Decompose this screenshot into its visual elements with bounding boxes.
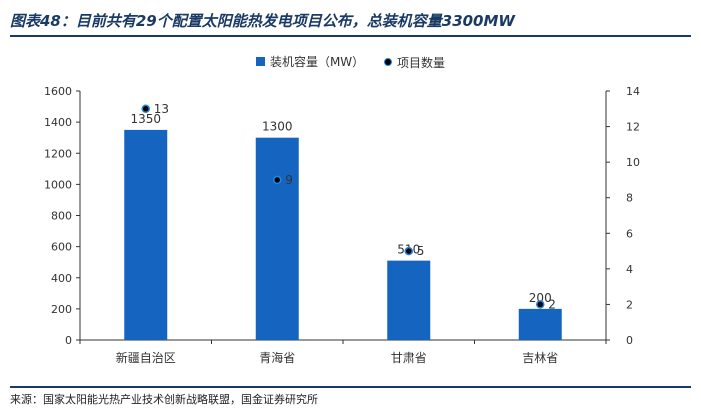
bar: [518, 308, 562, 340]
dot-data-label: 2: [548, 297, 556, 311]
x-tick-label: 吉林省: [522, 351, 558, 365]
legend-item-dot: 项目数量: [384, 54, 445, 71]
y-right-tick-label: 2: [626, 298, 633, 311]
y-right-tick-label: 8: [626, 192, 633, 205]
y-right-tick-label: 0: [626, 334, 633, 347]
bar: [255, 137, 299, 340]
dot-point: [273, 175, 282, 185]
y-left-tick-label: 0: [65, 334, 72, 347]
y-left-tick-label: 1400: [44, 116, 72, 129]
title-rule: [10, 35, 691, 37]
y-right-tick-label: 4: [626, 263, 633, 276]
bar-data-label: 200: [529, 291, 552, 305]
y-right-tick-label: 12: [626, 121, 640, 134]
chart-title: 图表48：目前共有29个配置太阳能热发电项目公布，总装机容量3300MW: [10, 12, 515, 30]
chart-svg: 0 200 400 600 800 1000 1200 1400 1600 0 2 4 6 8 10 12 14…: [44, 85, 640, 365]
y-right-tick-label: 6: [626, 227, 633, 240]
source-rule: [10, 386, 691, 388]
y-right-tick-label: 10: [626, 156, 640, 169]
bar: [124, 129, 168, 340]
legend-label-dot: 项目数量: [397, 55, 446, 70]
dot-point: [404, 246, 413, 256]
bar-data-label: 1350: [130, 112, 161, 126]
legend-swatch-bar-icon: [255, 57, 265, 66]
y-left-tick-label: 800: [51, 210, 72, 223]
x-tick-label: 青海省: [259, 350, 295, 365]
y-left-tick-label: 1600: [44, 85, 72, 98]
y-left-tick-label: 1000: [44, 178, 72, 191]
y-left-tick-label: 1200: [44, 147, 72, 160]
y-left-tick-label: 200: [51, 303, 72, 316]
dot-point: [141, 104, 150, 114]
y-right-tick-label: 14: [626, 85, 640, 98]
legend: 装机容量（MW） 项目数量: [0, 53, 701, 71]
y-left-tick-label: 400: [51, 272, 72, 285]
x-tick-label: 甘肃省: [391, 351, 427, 365]
dot-data-label: 9: [285, 173, 293, 187]
dot-data-label: 5: [417, 244, 425, 258]
bar-data-label: 1300: [262, 120, 293, 134]
legend-label-bar: 装机容量（MW）: [269, 55, 365, 69]
dot-point: [536, 300, 545, 309]
bar: [387, 260, 431, 340]
source-note: 来源：国家太阳能光热产业技术创新战略联盟，国金证券研究所: [10, 393, 318, 406]
legend-marker-dot-icon: [384, 58, 393, 66]
y-left-tick-label: 600: [51, 241, 72, 254]
dot-data-label: 13: [154, 102, 169, 116]
legend-item-bar: 装机容量（MW）: [255, 53, 365, 70]
x-tick-label: 新疆自治区: [116, 350, 176, 365]
